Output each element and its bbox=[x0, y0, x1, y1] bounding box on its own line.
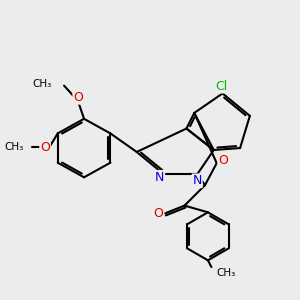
Text: CH₃: CH₃ bbox=[216, 268, 236, 278]
Text: Cl: Cl bbox=[215, 80, 227, 93]
Text: N: N bbox=[155, 171, 164, 184]
Text: O: O bbox=[73, 91, 83, 104]
Text: CH₃: CH₃ bbox=[4, 142, 24, 152]
Text: O: O bbox=[218, 154, 228, 167]
Text: CH₃: CH₃ bbox=[32, 79, 52, 89]
Text: O: O bbox=[40, 141, 50, 154]
Text: O: O bbox=[154, 207, 164, 220]
Text: N: N bbox=[193, 174, 202, 187]
